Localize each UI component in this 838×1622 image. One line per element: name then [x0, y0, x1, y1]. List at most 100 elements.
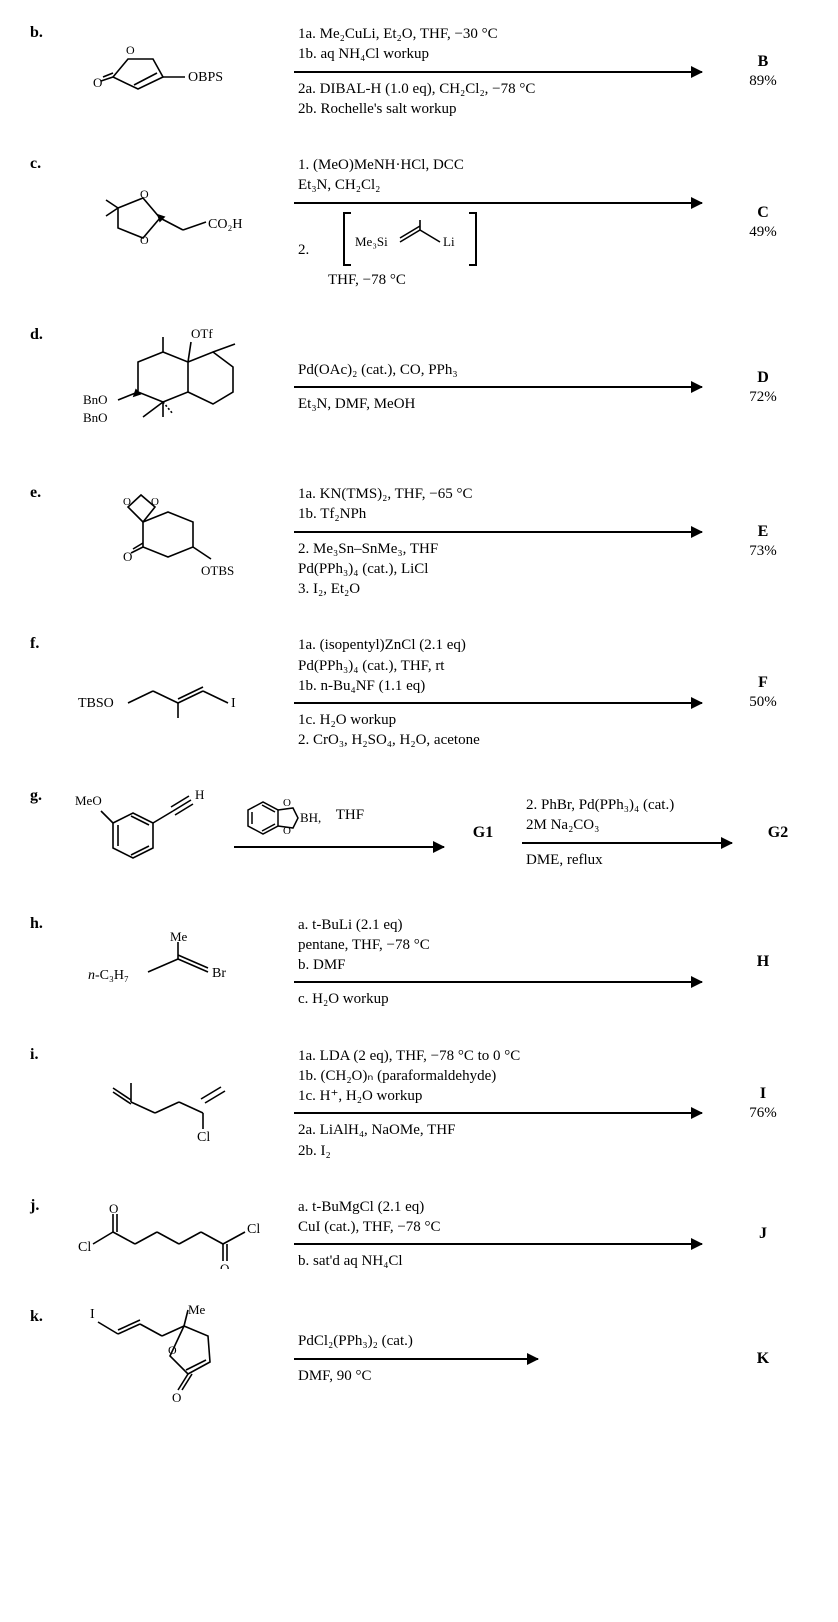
- svg-text:MeO: MeO: [75, 793, 102, 808]
- svg-text:OTf: OTf: [191, 326, 213, 341]
- reaction-label: e.: [30, 480, 60, 502]
- substituent-text: CO₂H: [208, 217, 242, 232]
- arrow-g: O O BH, THF G1 2. PhBr, Pd(PPh₃)₄ (cat.)…: [226, 786, 740, 878]
- conditions-top: PdCl₂(PPh₃)₂ (cat.): [294, 1331, 538, 1355]
- starting-material-h: Me n-C₃H₇ Br: [68, 927, 278, 997]
- conditions-bottom: Et₃N, DMF, MeOH: [294, 390, 702, 414]
- conditions-bottom: b. sat'd aq NH₄Cl: [294, 1247, 702, 1271]
- reaction-label: d.: [30, 322, 60, 344]
- conditions-bottom: DMF, 90 °C: [294, 1362, 538, 1386]
- starting-material-i: Cl: [68, 1063, 278, 1143]
- svg-text:O: O: [93, 75, 102, 90]
- conditions-top: a. t-BuMgCl (2.1 eq) CuI (cat.), THF, −7…: [294, 1197, 702, 1242]
- reaction-e: e. O O O OTBS 1a. KN(TMS)₂, THF, −65 °C …: [30, 480, 808, 603]
- svg-text:O: O: [123, 496, 131, 508]
- svg-text:I: I: [90, 1307, 95, 1322]
- svg-text:Cl: Cl: [78, 1240, 91, 1255]
- conditions-g2-top: 2. PhBr, Pd(PPh₃)₄ (cat.) 2M Na₂CO₃: [522, 795, 732, 840]
- starting-material-f: TBSO I: [68, 663, 278, 723]
- svg-text:H: H: [195, 787, 204, 802]
- product-b: B 89%: [718, 53, 808, 90]
- starting-material-g: MeO H: [68, 783, 218, 883]
- starting-material-e: O O O OTBS: [68, 487, 278, 597]
- arrow-h: a. t-BuLi (2.1 eq) pentane, THF, −78 °C …: [286, 911, 710, 1014]
- svg-text:O: O: [140, 233, 149, 247]
- conditions-bottom: c. H₂O workup: [294, 985, 702, 1009]
- product-i: I 76%: [718, 1085, 808, 1122]
- conditions-top: 1a. LDA (2 eq), THF, −78 °C to 0 °C 1b. …: [294, 1046, 702, 1111]
- intermediate-g1: G1: [458, 824, 508, 842]
- arrow-b: 1a. Me₂CuLi, Et₂O, THF, −30 °C 1b. aq NH…: [286, 20, 710, 123]
- conditions-g2-bottom: DME, reflux: [522, 846, 732, 870]
- product-e: E 73%: [718, 523, 808, 560]
- arrow-c: 1. (MeO)MeNH·HCl, DCC Et₃N, CH₂Cl₂ 2. Me…: [286, 151, 710, 294]
- svg-text:Cl: Cl: [197, 1130, 210, 1143]
- arrow-e: 1a. KN(TMS)₂, THF, −65 °C 1b. Tf₂NPh 2. …: [286, 480, 710, 603]
- svg-text:Cl: Cl: [247, 1222, 260, 1237]
- product-j: J: [718, 1225, 808, 1243]
- reaction-k: k. O I Me O PdCl₂(PPh₃)₂ (cat.) DMF, 90 …: [30, 1304, 808, 1414]
- reaction-f: f. TBSO I 1a. (isopentyl)ZnCl (2.1 eq) P…: [30, 631, 808, 754]
- conditions-bottom: 2. Me₃Sn–SnMe₃, THF Pd(PPh₃)₄ (cat.), Li…: [294, 535, 702, 600]
- svg-text:O: O: [220, 1261, 229, 1269]
- product-g: G2: [748, 824, 808, 842]
- svg-text:O: O: [283, 825, 291, 837]
- reaction-d: d. OTf BnO BnO Pd(OAc)₂ (cat.), CO, PPh₃…: [30, 322, 808, 452]
- svg-text:Me: Me: [188, 1304, 206, 1317]
- reagent-g1: O O BH, THF: [234, 790, 444, 844]
- svg-text:O: O: [123, 549, 132, 564]
- svg-text:OTBS: OTBS: [201, 563, 234, 578]
- svg-text:BH,: BH,: [300, 810, 321, 825]
- product-h: H: [718, 953, 808, 971]
- arrow-i: 1a. LDA (2 eq), THF, −78 °C to 0 °C 1b. …: [286, 1042, 710, 1165]
- reaction-g: g. MeO H: [30, 783, 808, 883]
- svg-text:n-C₃H₇: n-C₃H₇: [88, 968, 129, 983]
- reaction-label: b.: [30, 20, 60, 42]
- starting-material-j: Cl O O Cl: [68, 1199, 278, 1269]
- svg-text:Br: Br: [212, 966, 226, 981]
- svg-text:BnO: BnO: [83, 392, 108, 407]
- reaction-b: b. O O OBPS 1a. Me₂CuLi, Et₂O, THF, −30 …: [30, 20, 808, 123]
- svg-text:TBSO: TBSO: [78, 696, 114, 711]
- reaction-label: f.: [30, 631, 60, 653]
- reaction-label: h.: [30, 911, 60, 933]
- conditions-bottom: 2. Me₃Si Li THF, −78 °C: [294, 206, 702, 291]
- reaction-h: h. Me n-C₃H₇ Br a. t-BuLi (2.1 eq) penta…: [30, 911, 808, 1014]
- reaction-j: j. Cl O O Cl a. t-BuMgCl (2.1 eq) CuI (c…: [30, 1193, 808, 1276]
- arrow-k: PdCl₂(PPh₃)₂ (cat.) DMF, 90 °C: [286, 1327, 546, 1390]
- conditions-top: 1a. (isopentyl)ZnCl (2.1 eq) Pd(PPh₃)₄ (…: [294, 635, 702, 700]
- svg-text:O: O: [283, 797, 291, 809]
- svg-text:O: O: [109, 1201, 118, 1216]
- arrow-d: Pd(OAc)₂ (cat.), CO, PPh₃ Et₃N, DMF, MeO…: [286, 356, 710, 419]
- conditions-bottom: 2a. LiAlH₄, NaOMe, THF 2b. I₂: [294, 1116, 702, 1161]
- conditions-top: 1a. KN(TMS)₂, THF, −65 °C 1b. Tf₂NPh: [294, 484, 702, 529]
- conditions-top: 1. (MeO)MeNH·HCl, DCC Et₃N, CH₂Cl₂: [294, 155, 702, 200]
- product-d: D 72%: [718, 369, 808, 406]
- starting-material-c: O O CO₂H: [68, 178, 278, 268]
- svg-text:O: O: [151, 496, 159, 508]
- reaction-c: c. O O CO₂H 1. (MeO)MeNH·HCl, DCC Et₃N, …: [30, 151, 808, 294]
- svg-text:I: I: [231, 696, 236, 711]
- svg-text:BnO: BnO: [83, 410, 108, 425]
- conditions-bottom: 1c. H₂O workup 2. CrO₃, H₂SO₄, H₂O, acet…: [294, 706, 702, 751]
- svg-text:O: O: [126, 43, 135, 57]
- reaction-i: i. Cl 1a. LDA (2 eq), THF, −78 °C to 0 °…: [30, 1042, 808, 1165]
- conditions-top: 1a. Me₂CuLi, Et₂O, THF, −30 °C 1b. aq NH…: [294, 24, 702, 69]
- reaction-label: c.: [30, 151, 60, 173]
- arrow-f: 1a. (isopentyl)ZnCl (2.1 eq) Pd(PPh₃)₄ (…: [286, 631, 710, 754]
- product-f: F 50%: [718, 674, 808, 711]
- starting-material-d: OTf BnO BnO: [68, 322, 278, 452]
- reaction-label: g.: [30, 783, 60, 805]
- svg-text:Me: Me: [170, 929, 188, 944]
- starting-material-b: O O OBPS: [68, 37, 278, 107]
- reaction-label: k.: [30, 1304, 60, 1326]
- conditions-top: Pd(OAc)₂ (cat.), CO, PPh₃: [294, 360, 702, 384]
- reaction-label: i.: [30, 1042, 60, 1064]
- product-k: K: [718, 1350, 808, 1368]
- bracket-reagent: Me₃Si Li: [343, 212, 477, 266]
- arrow-j: a. t-BuMgCl (2.1 eq) CuI (cat.), THF, −7…: [286, 1193, 710, 1276]
- svg-text:O: O: [172, 1390, 181, 1405]
- product-c: C 49%: [718, 204, 808, 241]
- reaction-label: j.: [30, 1193, 60, 1215]
- conditions-bottom: 2a. DIBAL-H (1.0 eq), CH₂Cl₂, −78 °C 2b.…: [294, 75, 702, 120]
